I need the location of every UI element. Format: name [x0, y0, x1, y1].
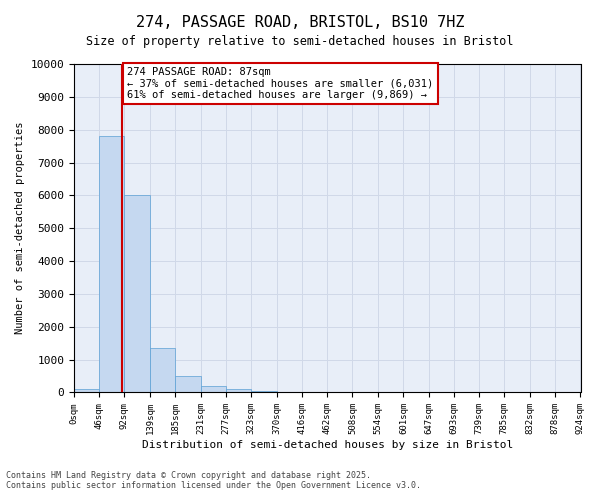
Text: Size of property relative to semi-detached houses in Bristol: Size of property relative to semi-detach…	[86, 35, 514, 48]
Bar	[150, 348, 175, 393]
Bar	[74, 389, 99, 392]
Text: 274 PASSAGE ROAD: 87sqm
← 37% of semi-detached houses are smaller (6,031)
61% of: 274 PASSAGE ROAD: 87sqm ← 37% of semi-de…	[127, 67, 433, 100]
X-axis label: Distribution of semi-detached houses by size in Bristol: Distribution of semi-detached houses by …	[142, 440, 513, 450]
Bar	[99, 136, 124, 392]
Bar	[124, 196, 150, 392]
Text: Contains HM Land Registry data © Crown copyright and database right 2025.
Contai: Contains HM Land Registry data © Crown c…	[6, 470, 421, 490]
Bar	[200, 386, 226, 392]
Bar	[226, 388, 251, 392]
Bar	[175, 376, 200, 392]
Text: 274, PASSAGE ROAD, BRISTOL, BS10 7HZ: 274, PASSAGE ROAD, BRISTOL, BS10 7HZ	[136, 15, 464, 30]
Bar	[251, 391, 277, 392]
Y-axis label: Number of semi-detached properties: Number of semi-detached properties	[15, 122, 25, 334]
